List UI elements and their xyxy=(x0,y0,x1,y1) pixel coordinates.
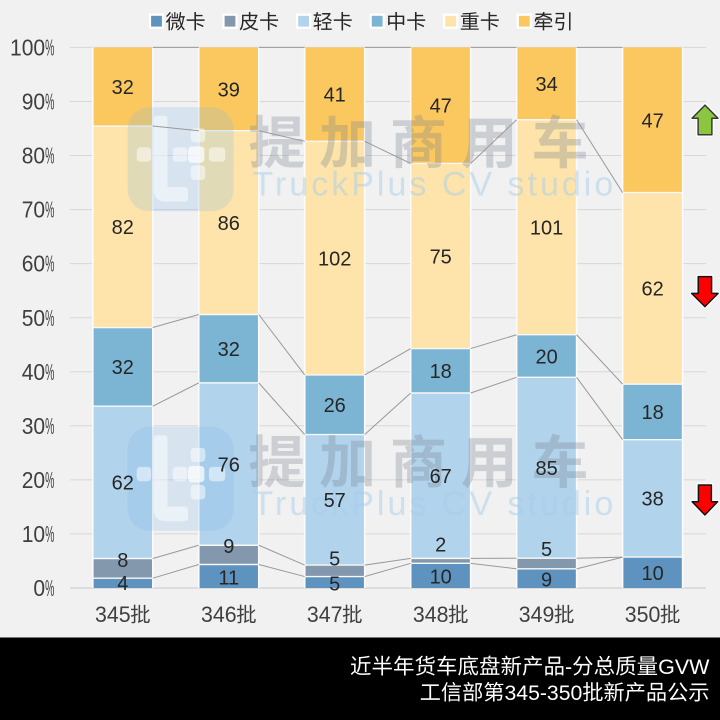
svg-text:40: 40 xyxy=(22,359,45,385)
svg-text:%: % xyxy=(45,521,54,547)
svg-text:%: % xyxy=(45,35,54,61)
svg-text:5: 5 xyxy=(541,539,552,561)
svg-text:90: 90 xyxy=(22,89,45,115)
svg-text:%: % xyxy=(45,575,54,601)
svg-text:TruckPlus CV studio: TruckPlus CV studio xyxy=(253,166,617,204)
svg-text:18: 18 xyxy=(430,361,452,383)
svg-text:%: % xyxy=(45,197,54,223)
svg-text:86: 86 xyxy=(218,213,240,235)
svg-text:82: 82 xyxy=(112,217,134,239)
svg-text:60: 60 xyxy=(22,251,45,277)
svg-text:9: 9 xyxy=(541,569,552,591)
svg-text:11: 11 xyxy=(218,567,239,589)
svg-text:2: 2 xyxy=(435,534,446,556)
svg-text:100: 100 xyxy=(10,35,45,61)
svg-text:%: % xyxy=(45,143,54,169)
svg-text:20: 20 xyxy=(535,346,557,368)
svg-text:8: 8 xyxy=(117,550,128,572)
svg-text:%: % xyxy=(45,305,54,331)
svg-text:32: 32 xyxy=(218,339,240,361)
svg-text:350: 350 xyxy=(625,602,661,627)
svg-text:%: % xyxy=(45,413,54,439)
svg-text:9: 9 xyxy=(223,536,234,558)
svg-text:10: 10 xyxy=(641,563,663,585)
svg-text:76: 76 xyxy=(218,454,240,476)
svg-text:80: 80 xyxy=(22,143,45,169)
svg-text:75: 75 xyxy=(430,246,452,268)
svg-text:34: 34 xyxy=(535,74,557,96)
svg-text:47: 47 xyxy=(430,96,452,118)
svg-text:-: - xyxy=(565,655,572,679)
svg-text:%: % xyxy=(45,359,54,385)
svg-text:0: 0 xyxy=(33,575,45,601)
svg-text:349: 349 xyxy=(519,602,555,627)
svg-text:4: 4 xyxy=(117,573,128,595)
svg-text:345-350: 345-350 xyxy=(505,682,583,705)
svg-text:TruckPlus CV studio: TruckPlus CV studio xyxy=(253,485,617,523)
svg-text:41: 41 xyxy=(324,85,346,107)
svg-text:%: % xyxy=(45,251,54,277)
svg-text:10: 10 xyxy=(22,521,45,547)
svg-text:347: 347 xyxy=(307,602,343,627)
svg-text:50: 50 xyxy=(22,305,45,331)
svg-text:85: 85 xyxy=(535,458,557,480)
svg-text:348: 348 xyxy=(413,602,449,627)
svg-text:5: 5 xyxy=(329,573,340,595)
svg-text:346: 346 xyxy=(201,602,237,627)
svg-text:32: 32 xyxy=(112,77,134,99)
svg-text:67: 67 xyxy=(430,466,452,488)
svg-text:101: 101 xyxy=(530,218,563,240)
svg-text:%: % xyxy=(45,467,54,493)
svg-text:5: 5 xyxy=(329,548,340,570)
svg-text:62: 62 xyxy=(641,279,663,301)
svg-text:47: 47 xyxy=(641,110,663,132)
svg-text:102: 102 xyxy=(318,248,351,270)
svg-text:30: 30 xyxy=(22,413,45,439)
svg-text:26: 26 xyxy=(324,395,346,417)
svg-text:GVW: GVW xyxy=(658,655,710,679)
svg-text:18: 18 xyxy=(641,402,663,424)
svg-text:38: 38 xyxy=(641,489,663,511)
svg-text:32: 32 xyxy=(112,357,134,379)
svg-text:%: % xyxy=(45,89,54,115)
svg-text:39: 39 xyxy=(218,79,240,101)
svg-text:57: 57 xyxy=(324,490,346,512)
svg-text:10: 10 xyxy=(430,567,452,589)
svg-text:62: 62 xyxy=(112,473,134,495)
svg-text:20: 20 xyxy=(22,467,45,493)
svg-text:70: 70 xyxy=(22,197,45,223)
svg-text:345: 345 xyxy=(95,602,131,627)
